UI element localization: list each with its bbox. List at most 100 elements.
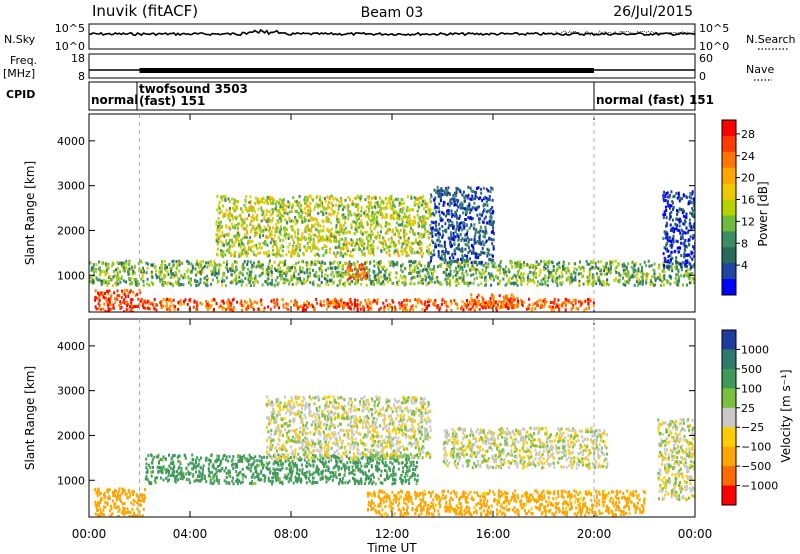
range-cell: [570, 276, 573, 280]
range-cell: [125, 259, 128, 263]
range-cell: [109, 297, 112, 301]
range-cell: [402, 250, 405, 254]
range-cell: [479, 241, 482, 245]
range-cell: [337, 274, 340, 277]
range-cell: [313, 273, 316, 277]
range-cell: [449, 240, 452, 244]
range-cell: [218, 211, 221, 215]
range-cell: [122, 501, 125, 505]
range-cell: [675, 217, 678, 221]
range-cell: [343, 228, 346, 232]
range-cell: [561, 301, 564, 305]
range-cell: [273, 284, 276, 288]
range-cell: [561, 275, 564, 279]
range-cell: [434, 221, 437, 225]
range-cell: [509, 282, 512, 286]
range-cell: [97, 502, 100, 506]
range-cell: [291, 203, 294, 207]
range-cell: [445, 308, 448, 312]
range-cell: [380, 241, 383, 245]
range-cell: [322, 238, 325, 242]
range-cell: [205, 261, 208, 265]
cpid-segment-label: normal: [91, 93, 138, 107]
range-cell: [340, 303, 343, 307]
range-cell: [473, 299, 476, 303]
range-cell: [334, 210, 336, 214]
range-cell: [482, 297, 485, 301]
range-cell: [401, 198, 404, 202]
range-cell: [369, 279, 372, 283]
range-cell: [190, 269, 193, 273]
range-cell: [92, 280, 95, 284]
range-cell: [376, 262, 379, 266]
range-cell: [329, 195, 332, 199]
range-cell: [227, 269, 229, 273]
range-cell: [286, 279, 289, 283]
range-cell: [433, 188, 436, 192]
range-cell: [253, 228, 256, 232]
range-cell: [386, 280, 389, 284]
range-cell: [221, 198, 224, 202]
range-cell: [420, 242, 423, 246]
range-cell: [492, 299, 495, 303]
range-cell: [98, 278, 101, 282]
range-cell: [378, 234, 381, 238]
range-cell: [502, 277, 505, 281]
range-cell: [243, 235, 246, 239]
range-cell: [693, 204, 695, 208]
range-cell: [401, 276, 404, 280]
range-cell: [283, 271, 286, 275]
range-cell: [199, 263, 202, 267]
range-cell: [547, 269, 549, 273]
range-cell: [203, 276, 206, 280]
range-cell: [410, 241, 413, 245]
range-cell: [189, 280, 191, 283]
range-cell: [670, 266, 673, 270]
range-cell: [162, 284, 165, 288]
range-cell: [426, 245, 429, 249]
range-cell: [164, 264, 167, 268]
range-cell: [413, 233, 416, 237]
range-cell: [313, 259, 316, 263]
range-cell: [187, 276, 190, 280]
range-cell: [97, 291, 100, 295]
range-cell: [277, 220, 280, 224]
range-cell: [450, 231, 452, 235]
range-cell: [360, 249, 363, 253]
range-cell: [308, 204, 311, 208]
range-cell: [132, 290, 135, 294]
range-cell: [267, 305, 270, 309]
range-cell: [161, 260, 163, 264]
range-cell: [678, 246, 681, 250]
range-cell: [260, 301, 263, 305]
range-cell: [384, 239, 387, 243]
range-cell: [419, 239, 421, 243]
range-cell: [405, 232, 408, 236]
range-cell: [103, 505, 105, 509]
range-cell: [397, 223, 400, 227]
range-cell: [430, 280, 433, 284]
range-cell: [265, 209, 268, 213]
range-cell: [215, 233, 218, 237]
range-cell: [513, 273, 516, 277]
range-cell: [336, 305, 339, 309]
range-cell: [172, 275, 175, 279]
range-cell: [328, 236, 331, 240]
range-cell: [97, 508, 99, 512]
range-cell: [286, 212, 289, 216]
range-cell: [481, 247, 484, 250]
range-cell: [280, 202, 283, 206]
range-cell: [496, 276, 499, 280]
range-cell: [166, 307, 169, 311]
range-cell: [229, 214, 232, 218]
range-cell: [669, 215, 672, 219]
range-cell: [400, 217, 403, 221]
range-cell: [516, 302, 519, 306]
range-cell: [276, 276, 279, 279]
range-cell: [360, 219, 363, 223]
range-cell: [449, 272, 452, 276]
range-cell: [291, 206, 293, 210]
range-cell: [314, 227, 317, 231]
range-cell: [466, 299, 468, 302]
range-cell: [580, 272, 582, 275]
